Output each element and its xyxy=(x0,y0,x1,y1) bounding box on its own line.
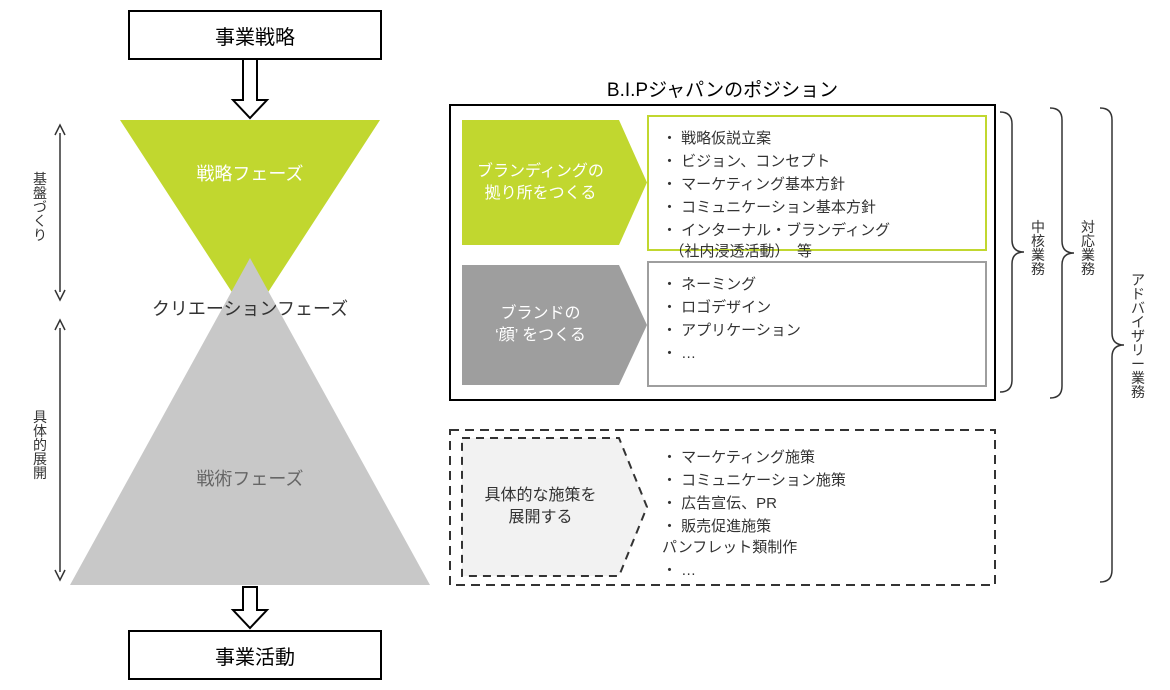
bullets-3: ・ マーケティング施策・ コミュニケーション施策・ 広告宣伝、PR・ 販売促進施… xyxy=(648,435,994,590)
arrow3-label: 具体的な施策を展開する xyxy=(462,438,619,576)
business-activity-box: 事業活動 xyxy=(128,630,382,680)
bullets-2: ・ ネーミング・ ロゴデザイン・ アプリケーション・ … xyxy=(648,262,994,396)
brace-support-label: 対応業務 xyxy=(1078,220,1098,276)
axis-foundation-label: 基盤づくり xyxy=(30,172,50,242)
position-panel-title: B.I.Pジャパンのポジション xyxy=(450,75,995,102)
brace-advisory xyxy=(1100,108,1124,582)
arrow2-label: ブランドの‘顔’ をつくる xyxy=(462,265,619,385)
brace-advisory-label: アドバイザリー業務 xyxy=(1128,273,1148,399)
down-arrow-bottom xyxy=(233,587,267,628)
business-strategy-box: 事業戦略 xyxy=(128,10,382,60)
arrow1-label: ブランディングの拠り所をつくる xyxy=(462,120,619,245)
phase-creation-label: クリエーションフェーズ xyxy=(130,295,370,321)
bullets-1: ・ 戦略仮説立案・ ビジョン、コンセプト・ マーケティング基本方針・ コミュニケ… xyxy=(648,116,994,260)
brace-core xyxy=(1000,112,1024,392)
brace-support xyxy=(1050,108,1074,398)
phase-strategy-label: 戦略フェーズ xyxy=(180,160,320,186)
left-axis-foundation xyxy=(55,125,65,300)
business-activity-label: 事業活動 xyxy=(215,641,295,670)
business-strategy-label: 事業戦略 xyxy=(215,21,295,50)
brace-core-label: 中核業務 xyxy=(1028,220,1048,276)
left-axis-deployment xyxy=(55,320,65,580)
down-arrow-top xyxy=(233,58,267,118)
phase-tactics-label: 戦術フェーズ xyxy=(170,465,330,491)
axis-deployment-label: 具体的展開 xyxy=(30,410,50,480)
